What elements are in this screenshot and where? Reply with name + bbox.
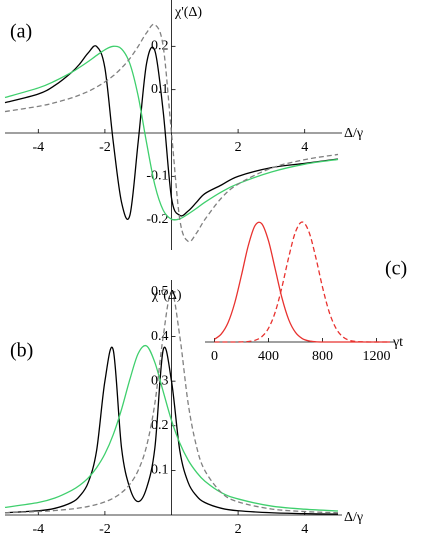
x-tick-label: -2 <box>99 140 111 155</box>
curve <box>4 23 339 243</box>
y-tick-label: 0.1 <box>151 82 169 97</box>
y-axis-label: χ''(Δ) <box>151 288 182 303</box>
y-tick-label: 0.1 <box>151 463 169 478</box>
panel-label: (b) <box>10 340 33 362</box>
x-axis-label: γt <box>392 335 403 350</box>
curve <box>214 221 390 343</box>
x-axis-label: Δ/γ <box>344 510 363 525</box>
y-tick-label: -0.2 <box>146 212 168 227</box>
x-axis-label: Δ/γ <box>344 126 363 141</box>
y-tick-label: 0.2 <box>151 418 169 433</box>
x-tick-label: 800 <box>312 349 333 364</box>
x-tick-label: -4 <box>32 522 44 534</box>
x-tick-label: 2 <box>235 140 242 155</box>
x-tick-label: -2 <box>99 522 111 534</box>
panel-label: (c) <box>385 258 407 280</box>
x-tick-label: 400 <box>258 349 279 364</box>
panel-label: (a) <box>10 21 32 43</box>
x-tick-label: 4 <box>301 140 308 155</box>
y-tick-label: 0.5 <box>151 284 169 299</box>
y-tick-label: -0.1 <box>146 169 168 184</box>
y-axis-label: χ'(Δ) <box>174 5 202 20</box>
x-tick-label: 2 <box>235 522 242 534</box>
x-tick-label: 0 <box>211 349 218 364</box>
curve <box>4 45 339 220</box>
y-tick-label: 0.4 <box>151 329 169 344</box>
curve <box>4 291 339 514</box>
x-tick-label: 1200 <box>362 349 390 364</box>
curve <box>214 221 390 343</box>
x-tick-label: 4 <box>301 522 308 534</box>
curve <box>4 346 339 515</box>
y-tick-label: 0.2 <box>151 39 169 54</box>
curve <box>4 45 339 221</box>
x-tick-label: -4 <box>32 140 44 155</box>
